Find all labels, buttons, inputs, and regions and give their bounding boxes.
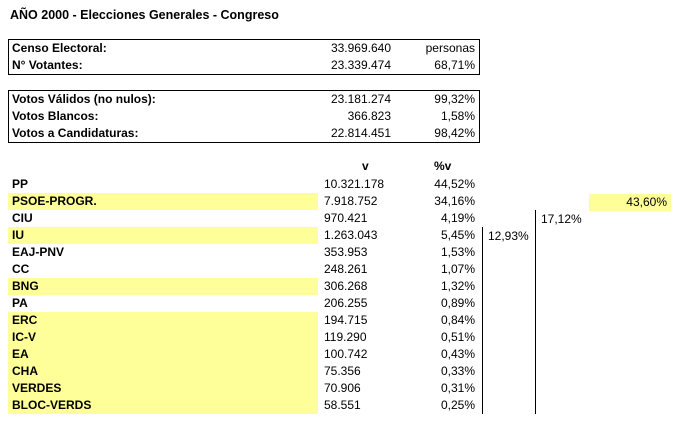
summary2-label-0: Votos Válidos (no nulos): (12, 92, 156, 106)
party-name: IU (12, 228, 24, 242)
census-box (8, 39, 480, 75)
party-votes: 10.321.178 (324, 177, 385, 191)
party-row-highlight (8, 329, 318, 346)
summary2-extra-0: 99,32% (434, 92, 475, 106)
party-percent: 0,25% (440, 398, 475, 412)
party-percent: 0,84% (440, 313, 475, 327)
party-name: BLOC-VERDS (12, 398, 92, 412)
party-name: BNG (12, 279, 39, 293)
summary2-value-1: 366.823 (347, 109, 391, 123)
party-row-highlight (8, 193, 318, 210)
summary1-label-1: N° Votantes: (12, 58, 83, 72)
party-name: PSOE-PROGR. (12, 194, 97, 208)
summary1-extra-0: personas (425, 41, 475, 55)
summary1-value-1: 23.339.474 (330, 58, 391, 72)
party-name: IC-V (12, 330, 36, 344)
party-votes: 100.742 (324, 347, 368, 361)
party-votes: 58.551 (324, 398, 361, 412)
party-percent: 0,31% (440, 381, 475, 395)
summary2-value-0: 23.181.274 (330, 92, 391, 106)
summary1-label-0: Censo Electoral: (12, 41, 107, 55)
party-name: PP (12, 177, 29, 191)
party-name: EA (12, 347, 29, 361)
party-percent: 1,07% (440, 262, 475, 276)
summary2-value-2: 22.814.451 (330, 126, 391, 140)
party-row-highlight (8, 380, 318, 397)
summary2-extra-2: 98,42% (434, 126, 475, 140)
summary2-label-1: Votos Blancos: (12, 109, 99, 123)
party-percent: 0,89% (440, 296, 475, 310)
aggregate-value-3-text: 43,60% (626, 195, 667, 209)
party-percent: 44,52% (434, 177, 475, 191)
party-votes: 970.421 (324, 211, 368, 225)
party-votes: 353.953 (324, 245, 368, 259)
party-name: CHA (12, 364, 38, 378)
party-row-highlight (8, 227, 318, 244)
party-row-highlight (8, 312, 318, 329)
party-percent: 0,33% (440, 364, 475, 378)
party-name: ERC (12, 313, 38, 327)
party-percent: 1,32% (440, 279, 475, 293)
page-title: AÑO 2000 - Elecciones Generales - Congre… (10, 8, 279, 22)
party-row-highlight (8, 363, 318, 380)
party-name: VERDES (12, 381, 62, 395)
party-votes: 119.290 (324, 330, 367, 344)
party-percent: 4,19% (440, 211, 475, 225)
party-percent: 0,43% (440, 347, 475, 361)
party-votes: 194.715 (324, 313, 368, 327)
party-percent: 1,53% (440, 245, 475, 259)
party-percent: 34,16% (434, 194, 475, 208)
party-row-highlight (8, 397, 318, 414)
votes-box (8, 90, 480, 143)
party-votes: 7.918.752 (324, 194, 378, 208)
aggregate-divider-2 (535, 210, 536, 414)
summary2-label-2: Votos a Candidaturas: (12, 126, 139, 140)
summary2-extra-1: 1,58% (440, 109, 475, 123)
party-row-highlight (8, 278, 318, 295)
party-name: EAJ-PNV (12, 245, 65, 259)
aggregate-divider-1 (482, 227, 483, 414)
party-name: CIU (12, 211, 33, 225)
party-percent: 5,45% (440, 228, 475, 242)
summary1-value-0: 33.969.640 (330, 41, 391, 55)
aggregate-value-1: 12,93% (488, 229, 529, 243)
party-votes: 248.261 (324, 262, 368, 276)
aggregate-value-3: 43,60% (589, 194, 671, 211)
party-percent: 0,51% (440, 330, 475, 344)
header-percent: %v (434, 159, 452, 173)
aggregate-value-2: 17,12% (541, 212, 582, 226)
party-votes: 75.356 (324, 364, 361, 378)
summary1-extra-1: 68,71% (434, 58, 475, 72)
party-votes: 206.255 (324, 296, 368, 310)
party-name: PA (12, 296, 28, 310)
party-votes: 1.263.043 (324, 228, 378, 242)
party-row-highlight (8, 346, 318, 363)
party-name: CC (12, 262, 30, 276)
party-votes: 306.268 (324, 279, 368, 293)
header-votes: v (362, 159, 369, 173)
party-votes: 70.906 (324, 381, 361, 395)
